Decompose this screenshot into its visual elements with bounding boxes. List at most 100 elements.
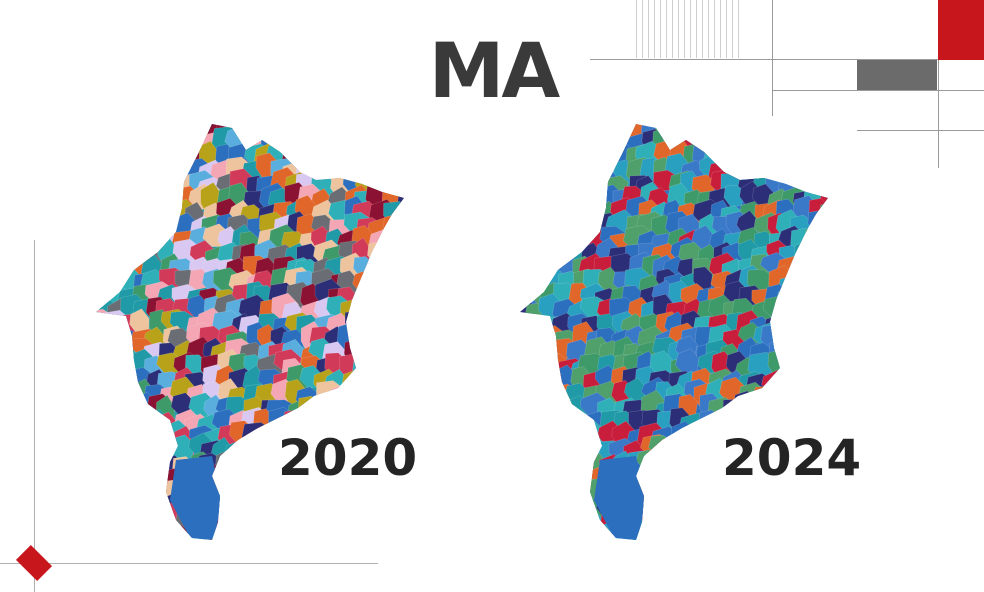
region-patch — [734, 147, 763, 169]
region-patch — [698, 409, 721, 434]
region-patch — [540, 127, 572, 155]
region-patch — [678, 493, 700, 519]
region-patch — [810, 129, 828, 161]
region-patch — [542, 433, 568, 467]
region-patch — [557, 479, 577, 502]
region-patch — [520, 369, 539, 393]
region-patch — [779, 522, 808, 540]
region-patch — [525, 321, 552, 348]
right-vertical-line — [938, 60, 939, 168]
region-patch — [525, 161, 548, 185]
region-patch — [526, 520, 546, 540]
region-patch — [648, 434, 672, 456]
region-patch — [520, 506, 534, 533]
region-patch — [720, 493, 743, 527]
region-patch — [555, 161, 579, 192]
region-patch — [789, 384, 820, 417]
region-patch — [529, 252, 558, 276]
region-patch — [761, 393, 789, 424]
region-patch — [823, 245, 828, 274]
region-patch — [641, 496, 662, 521]
region-patch — [737, 124, 759, 137]
region-patch — [767, 534, 790, 540]
region-patch — [520, 269, 535, 295]
region-patch — [768, 378, 791, 403]
region-patch — [520, 483, 533, 507]
region-patch — [731, 127, 756, 156]
region-patch — [822, 352, 828, 382]
region-patch — [695, 124, 721, 143]
region-patch — [526, 393, 552, 422]
region-patch — [541, 160, 563, 188]
region-patch — [568, 201, 597, 227]
region-patch — [748, 518, 778, 540]
region-patch — [653, 534, 680, 540]
region-patch — [528, 421, 552, 450]
region-patch — [571, 442, 596, 471]
region-patch — [734, 504, 762, 536]
region-patch — [554, 535, 578, 540]
region-patch — [541, 509, 567, 539]
region-patch — [568, 124, 598, 142]
region-patch — [540, 194, 570, 219]
region-patch — [722, 505, 751, 534]
region-patch — [583, 143, 605, 169]
region-patch — [692, 482, 721, 509]
region-patch — [583, 130, 609, 154]
region-patch — [553, 212, 577, 234]
region-patch — [751, 124, 780, 140]
region-patch — [558, 453, 588, 483]
region-patch — [524, 479, 553, 505]
region-patch — [822, 399, 828, 429]
top-horizontal-line — [590, 59, 984, 60]
region-patch — [538, 450, 566, 476]
region-patch — [732, 494, 759, 520]
region-patch — [817, 482, 828, 514]
region-patch — [779, 381, 808, 412]
region-patch — [719, 129, 749, 162]
region-patch — [791, 533, 814, 540]
region-patch — [553, 492, 575, 519]
region-patch — [780, 338, 811, 365]
region-patch — [524, 142, 547, 168]
region-patch — [520, 451, 543, 481]
region-patch — [693, 508, 717, 540]
region-patch — [794, 508, 825, 537]
region-patch — [397, 184, 404, 211]
mid-horizontal-line — [772, 90, 984, 91]
region-patch — [817, 344, 828, 373]
region-patch — [558, 181, 586, 207]
region-patch — [807, 209, 828, 233]
region-patch — [763, 490, 795, 524]
region-patch — [724, 521, 750, 540]
region-patch — [524, 342, 551, 370]
region-patch — [804, 124, 826, 140]
region-patch — [669, 450, 699, 480]
region-patch — [594, 456, 646, 540]
region-patch — [804, 241, 828, 271]
region-patch — [760, 504, 782, 529]
region-patch — [679, 538, 704, 540]
region-patch — [596, 538, 624, 540]
region-patch — [542, 169, 565, 203]
region-patch — [567, 184, 593, 214]
lower-horizontal-line — [857, 130, 984, 131]
region-patch — [763, 143, 790, 173]
region-patch — [520, 385, 541, 413]
region-patch — [520, 313, 536, 342]
top-hatch-lines — [636, 0, 744, 58]
left-vertical-line — [34, 240, 35, 592]
region-patch — [664, 531, 693, 540]
region-patch — [790, 356, 815, 382]
region-patch — [822, 142, 828, 166]
region-patch — [775, 155, 801, 181]
region-patch — [803, 157, 826, 182]
region-patch — [525, 448, 556, 471]
region-patch — [732, 390, 756, 422]
region-patch — [794, 342, 822, 365]
region-patch — [708, 495, 736, 527]
region-patch — [820, 536, 828, 540]
region-patch — [537, 387, 562, 410]
